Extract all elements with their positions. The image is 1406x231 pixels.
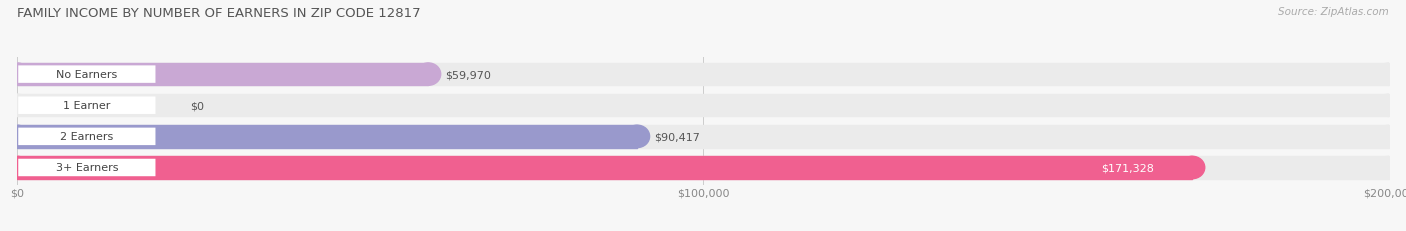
Text: $90,417: $90,417 bbox=[654, 132, 700, 142]
Text: Source: ZipAtlas.com: Source: ZipAtlas.com bbox=[1278, 7, 1389, 17]
Ellipse shape bbox=[1180, 157, 1205, 179]
Ellipse shape bbox=[1376, 64, 1402, 86]
Ellipse shape bbox=[1376, 157, 1402, 179]
Ellipse shape bbox=[4, 64, 30, 86]
FancyBboxPatch shape bbox=[18, 159, 156, 176]
Ellipse shape bbox=[624, 126, 650, 148]
Text: 3+ Earners: 3+ Earners bbox=[56, 163, 118, 173]
Text: $59,970: $59,970 bbox=[444, 70, 491, 80]
Text: FAMILY INCOME BY NUMBER OF EARNERS IN ZIP CODE 12817: FAMILY INCOME BY NUMBER OF EARNERS IN ZI… bbox=[17, 7, 420, 20]
Ellipse shape bbox=[4, 126, 30, 148]
Ellipse shape bbox=[4, 64, 30, 86]
Ellipse shape bbox=[4, 157, 30, 179]
FancyBboxPatch shape bbox=[18, 66, 156, 83]
Ellipse shape bbox=[4, 157, 30, 179]
FancyBboxPatch shape bbox=[1069, 159, 1185, 176]
Text: $0: $0 bbox=[190, 101, 204, 111]
Ellipse shape bbox=[416, 64, 440, 86]
Ellipse shape bbox=[4, 126, 30, 148]
Ellipse shape bbox=[1376, 95, 1402, 117]
Ellipse shape bbox=[1376, 126, 1402, 148]
FancyBboxPatch shape bbox=[18, 97, 156, 115]
FancyBboxPatch shape bbox=[18, 128, 156, 146]
Text: 1 Earner: 1 Earner bbox=[63, 101, 111, 111]
Text: $171,328: $171,328 bbox=[1101, 163, 1154, 173]
Text: No Earners: No Earners bbox=[56, 70, 118, 80]
Ellipse shape bbox=[4, 95, 30, 117]
Text: 2 Earners: 2 Earners bbox=[60, 132, 114, 142]
